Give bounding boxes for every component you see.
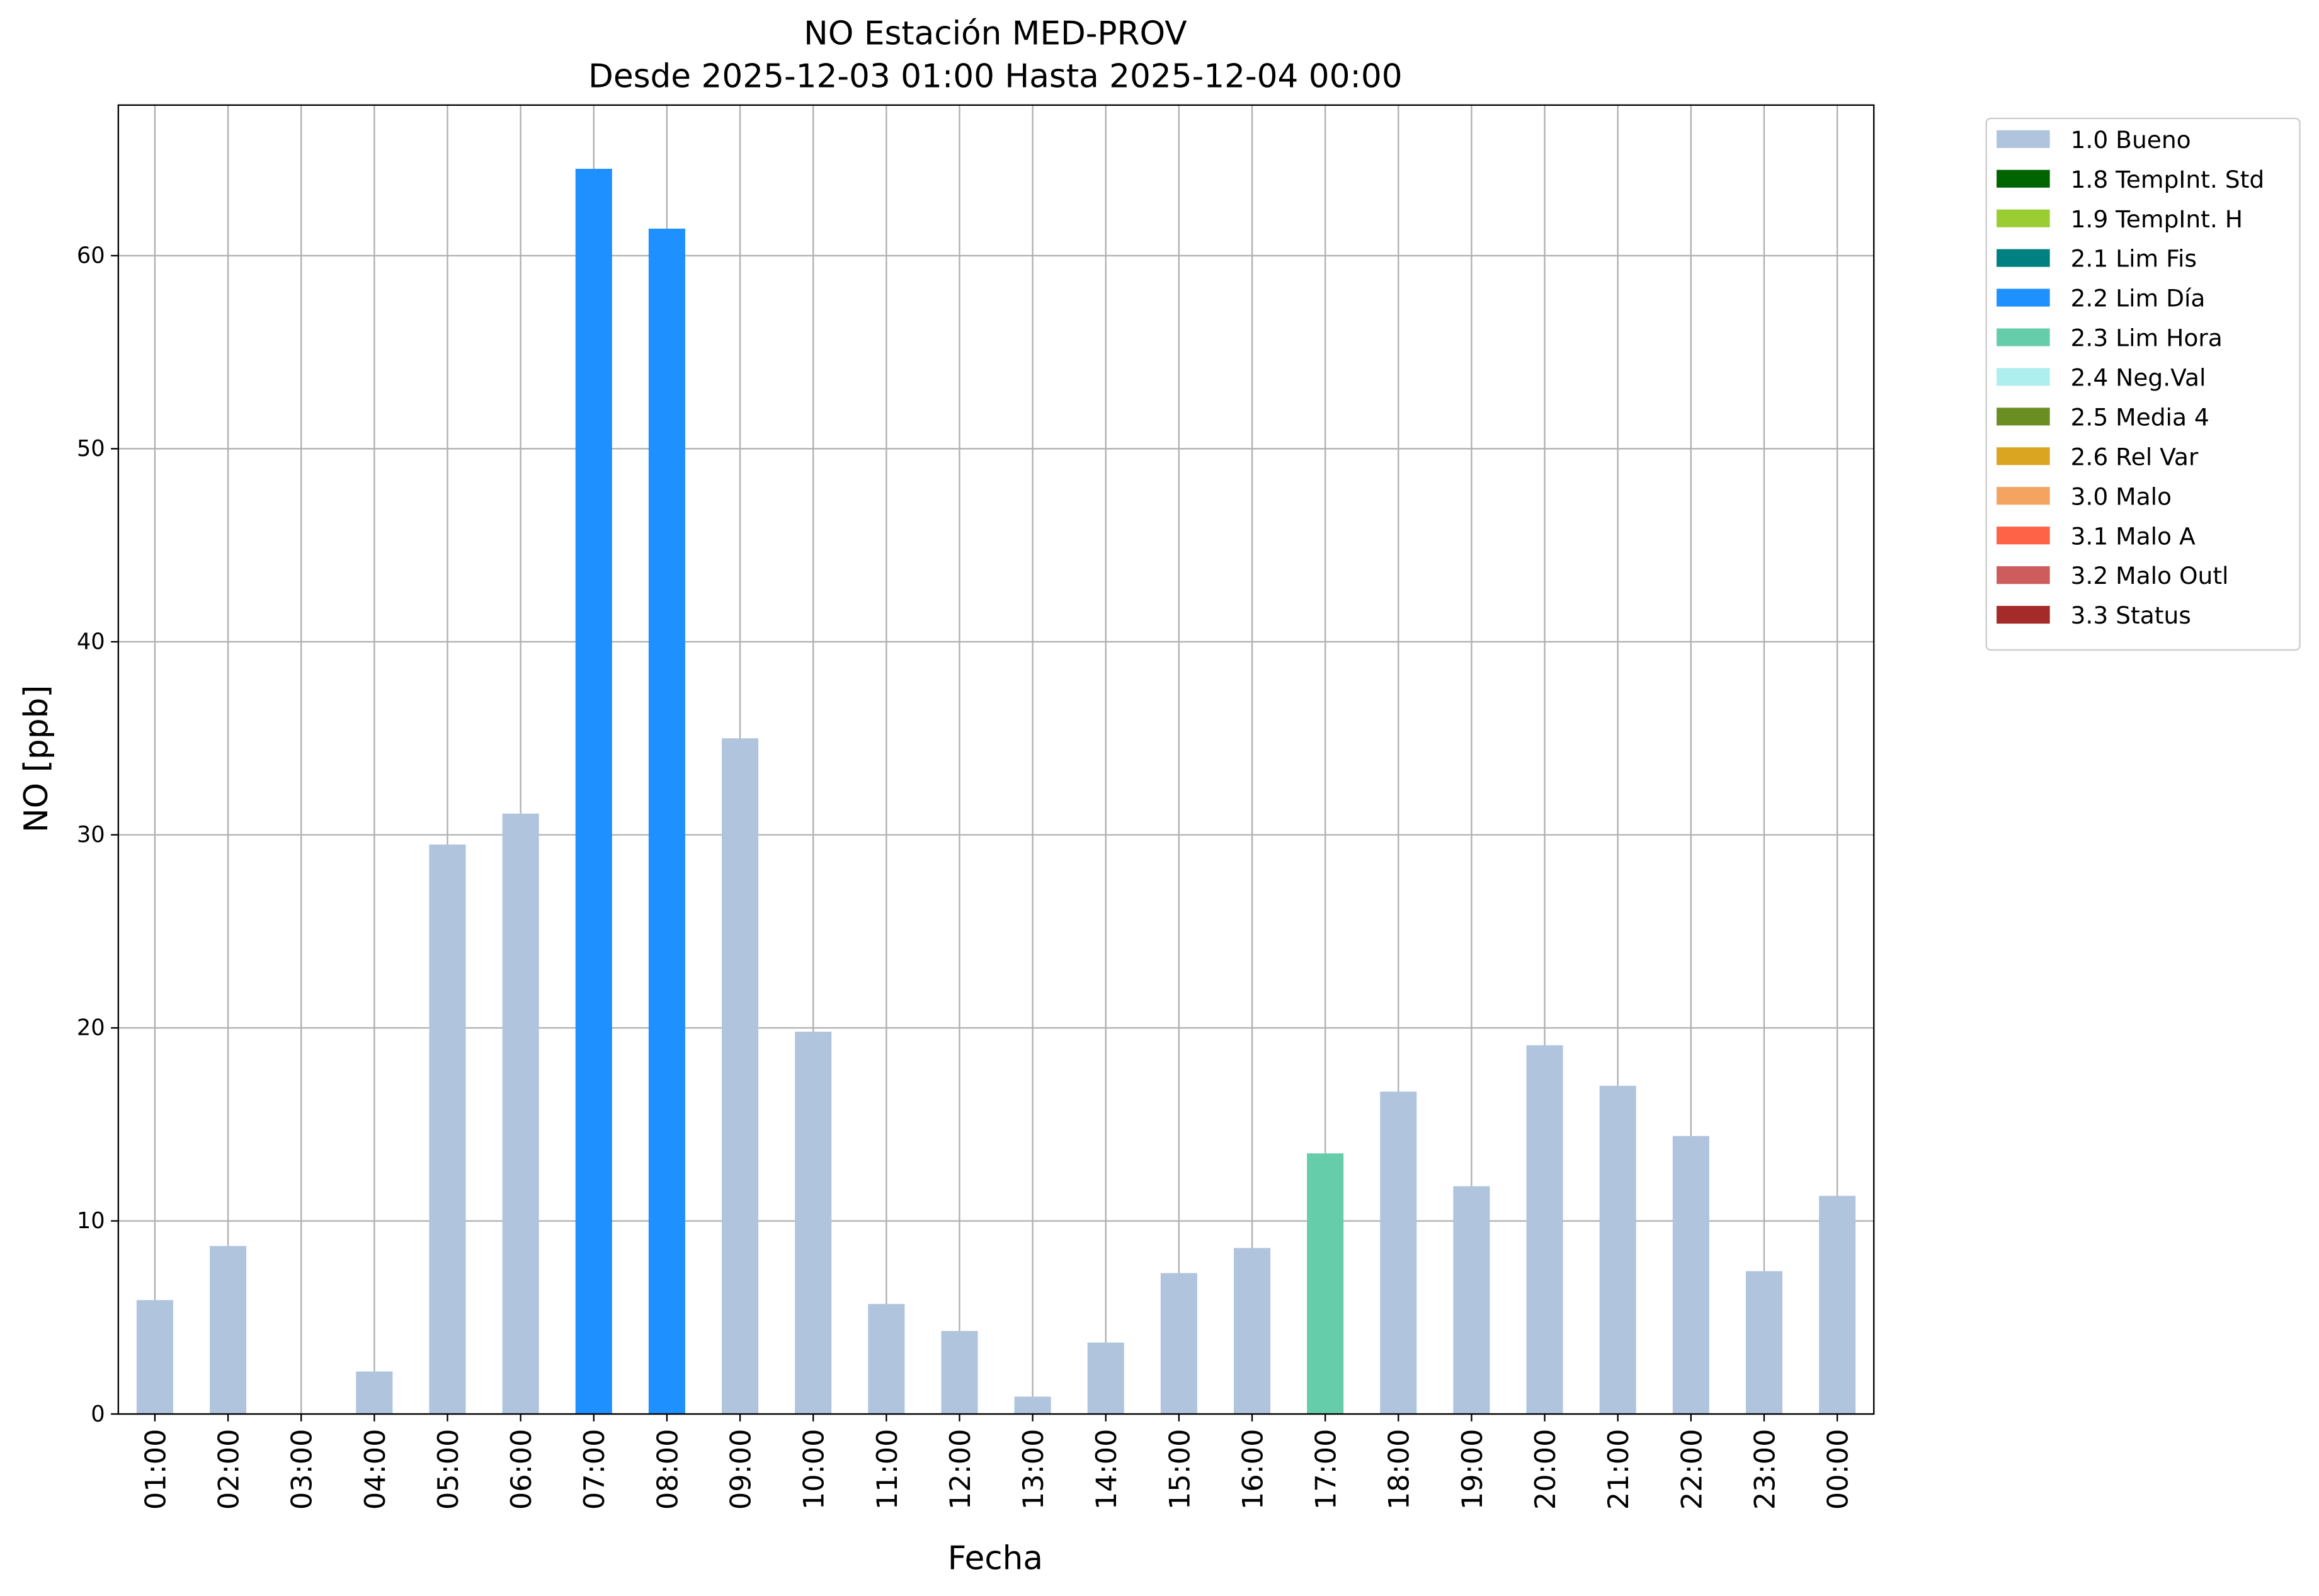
legend-label: 2.1 Lim Fis	[2071, 245, 2197, 273]
x-tick-label: 15:00	[1163, 1429, 1196, 1510]
bar	[1307, 1153, 1344, 1415]
legend-swatch	[1997, 288, 2050, 307]
x-tick-label: 00:00	[1822, 1429, 1855, 1510]
x-tick-label: 09:00	[724, 1429, 757, 1510]
bar	[356, 1371, 393, 1415]
x-tick-label: 05:00	[432, 1429, 465, 1510]
plot-frame	[117, 104, 1875, 1415]
x-tick-label: 12:00	[944, 1429, 977, 1510]
x-tick-label: 14:00	[1090, 1429, 1123, 1510]
y-tick-label: 20	[77, 1015, 105, 1041]
bar	[868, 1304, 905, 1415]
x-tick-label: 18:00	[1383, 1429, 1416, 1510]
x-tick-label: 19:00	[1456, 1429, 1489, 1510]
bar	[1599, 1085, 1636, 1415]
x-tick-label: 11:00	[871, 1429, 904, 1510]
legend-swatch	[1997, 447, 2050, 465]
legend-label: 2.6 Rel Var	[2071, 443, 2199, 470]
bar	[1672, 1136, 1709, 1415]
bar	[1160, 1273, 1197, 1415]
chart-title: NO Estación MED-PROV	[804, 15, 1187, 53]
legend-swatch	[1997, 249, 2050, 267]
bar	[210, 1246, 247, 1415]
bar	[722, 738, 759, 1415]
x-axis-label: Fecha	[948, 1540, 1043, 1578]
x-tick-label: 10:00	[798, 1429, 831, 1510]
x-tick-label: 17:00	[1310, 1429, 1343, 1510]
legend-swatch	[1997, 487, 2050, 505]
y-tick-label: 50	[77, 436, 105, 462]
bar	[575, 169, 612, 1415]
legend-swatch	[1997, 169, 2050, 188]
legend-swatch	[1997, 527, 2050, 545]
legend-label: 3.1 Malo A	[2071, 522, 2196, 550]
bar	[429, 844, 466, 1415]
x-tick-label: 21:00	[1602, 1429, 1635, 1510]
x-tick-label: 02:00	[213, 1429, 246, 1510]
y-axis-label: NO [ppb]	[18, 685, 55, 833]
bar	[648, 229, 685, 1415]
x-tick-label: 01:00	[139, 1429, 172, 1510]
y-tick-label: 10	[77, 1208, 105, 1234]
x-tick-label: 13:00	[1017, 1429, 1050, 1510]
legend-label: 3.2 Malo Outl	[2071, 562, 2229, 590]
bar	[502, 813, 539, 1415]
chart-subtitle: Desde 2025-12-03 01:00 Hasta 2025-12-04 …	[588, 58, 1403, 96]
x-tick-label: 07:00	[578, 1429, 611, 1510]
legend-label: 3.0 Malo	[2071, 482, 2172, 510]
legend-swatch	[1997, 566, 2050, 584]
x-tick-label: 08:00	[651, 1429, 684, 1510]
y-tick-label: 0	[91, 1401, 105, 1427]
bar	[1745, 1271, 1783, 1415]
y-tick-label: 60	[77, 243, 105, 269]
legend-label: 3.3 Status	[2071, 601, 2191, 629]
x-tick-label: 20:00	[1529, 1429, 1562, 1510]
y-tick-label: 40	[77, 629, 105, 655]
y-tick-label: 30	[77, 822, 105, 848]
bar	[1819, 1195, 1856, 1415]
legend-swatch	[1997, 209, 2050, 227]
legend-label: 2.5 Media 4	[2071, 403, 2209, 431]
bar	[1087, 1342, 1124, 1415]
bar	[1014, 1396, 1051, 1415]
legend-swatch	[1997, 328, 2050, 346]
legend-swatch	[1997, 605, 2050, 624]
legend-label: 2.3 Lim Hora	[2071, 324, 2223, 352]
legend-box	[1985, 117, 2301, 651]
bar	[941, 1331, 978, 1415]
x-tick-label: 23:00	[1748, 1429, 1781, 1510]
legend-swatch	[1997, 130, 2050, 148]
x-tick-label: 16:00	[1236, 1429, 1269, 1510]
legend-label: 2.4 Neg.Val	[2071, 364, 2206, 392]
bar	[136, 1300, 173, 1415]
legend-swatch	[1997, 368, 2050, 386]
x-tick-label: 03:00	[286, 1429, 319, 1510]
legend-label: 1.0 Bueno	[2071, 126, 2191, 154]
x-tick-label: 22:00	[1675, 1429, 1708, 1510]
x-tick-label: 06:00	[505, 1429, 538, 1510]
legend-label: 2.2 Lim Día	[2071, 285, 2206, 312]
legend-label: 1.8 TempInt. Std	[2071, 166, 2265, 193]
bar	[1380, 1092, 1417, 1415]
bar	[795, 1032, 832, 1415]
bar	[1453, 1186, 1490, 1415]
legend-swatch	[1997, 408, 2050, 426]
x-tick-label: 04:00	[359, 1429, 392, 1510]
bar	[1526, 1045, 1563, 1415]
legend-label: 1.9 TempInt. H	[2071, 205, 2243, 233]
bar	[1233, 1248, 1271, 1415]
